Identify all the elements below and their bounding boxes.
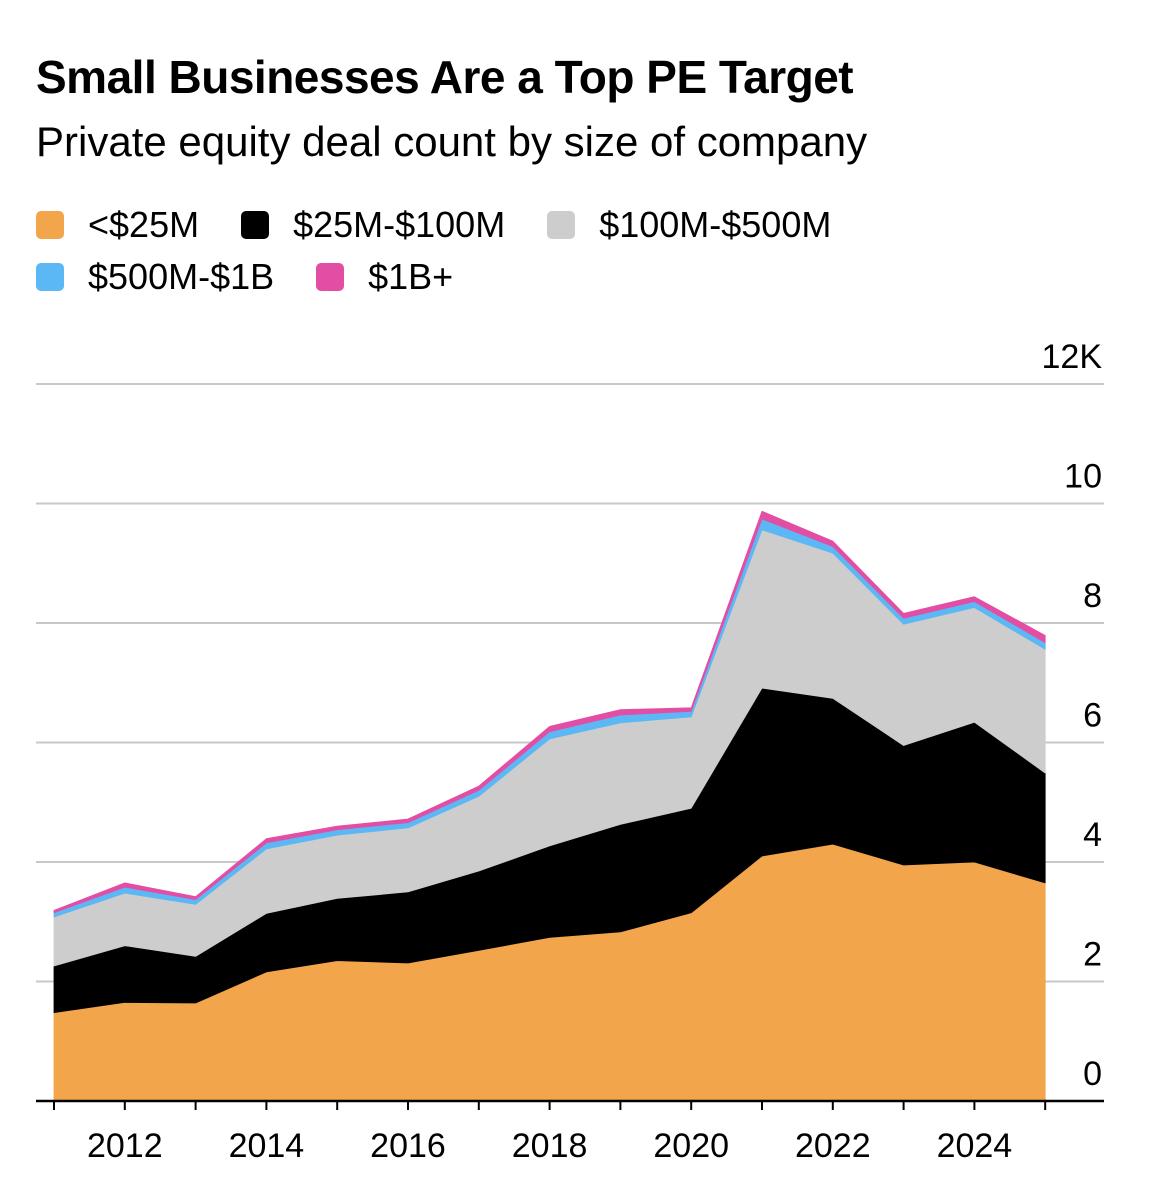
y-tick-label-8: 8 xyxy=(1083,577,1102,615)
x-tick-label-2022: 2022 xyxy=(795,1127,871,1165)
chart-subtitle: Private equity deal count by size of com… xyxy=(36,118,868,165)
legend-label-25m-100m: $25M-$100M xyxy=(293,204,506,245)
legend-item-1b-plus: $1B+ xyxy=(316,256,454,297)
x-tick-label-2024: 2024 xyxy=(937,1127,1013,1165)
x-tick-label-2012: 2012 xyxy=(87,1127,163,1165)
legend-label-100m-500m: $100M-$500M xyxy=(599,204,832,245)
x-tick-label-2020: 2020 xyxy=(653,1127,729,1165)
legend-item-500m-1b: $500M-$1B xyxy=(36,256,275,297)
legend-label-under-25m: <$25M xyxy=(88,204,200,245)
legend-swatch-1b-plus xyxy=(316,263,345,291)
y-tick-label-6: 6 xyxy=(1083,697,1102,735)
y-tick-label-10: 10 xyxy=(1064,458,1102,496)
legend-label-1b-plus: $1B+ xyxy=(368,256,454,297)
x-tick-label-2018: 2018 xyxy=(512,1127,588,1165)
y-tick-label-0: 0 xyxy=(1083,1055,1102,1093)
legend-item-100m-500m: $100M-$500M xyxy=(547,204,832,245)
legend-swatch-under-25m xyxy=(36,211,64,239)
y-tick-label-2: 2 xyxy=(1083,936,1102,974)
legend-label-500m-1b: $500M-$1B xyxy=(88,256,275,297)
x-tick-label-2016: 2016 xyxy=(370,1127,446,1165)
legend-item-under-25m: <$25M xyxy=(36,204,200,245)
legend-swatch-500m-1b xyxy=(36,263,64,291)
legend-swatch-100m-500m xyxy=(547,211,576,239)
y-tick-label-4: 4 xyxy=(1083,816,1102,854)
chart-title: Small Businesses Are a Top PE Target xyxy=(36,51,854,103)
legend-item-25m-100m: $25M-$100M xyxy=(241,204,506,245)
legend: <$25M $25M-$100M $100M-$500M $500M-$1B $… xyxy=(36,204,1116,297)
legend-swatch-25m-100m xyxy=(241,211,270,239)
area-1b-plus xyxy=(53,510,1046,914)
x-tick-label-2014: 2014 xyxy=(229,1127,305,1165)
y-tick-label-12: 12K xyxy=(1042,338,1103,376)
